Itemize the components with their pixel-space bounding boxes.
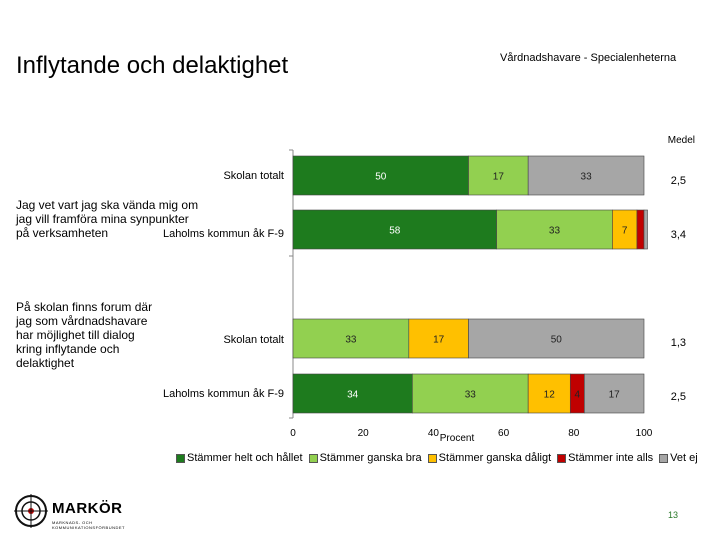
legend-label: Stämmer ganska dåligt — [438, 452, 552, 464]
mean-value: 2,5 — [671, 175, 686, 187]
legend-swatch — [557, 453, 567, 463]
bar-segment — [468, 318, 645, 359]
legend-item: Vet ej — [659, 452, 698, 464]
legend-item: Stämmer ganska bra — [308, 452, 422, 464]
bar-segment — [612, 209, 638, 250]
bar-data-label: 33 — [345, 335, 357, 346]
x-tick-label: 40 — [428, 428, 440, 439]
legend-label: Stämmer ganska bra — [319, 452, 422, 464]
bar-data-label: 4 — [575, 390, 581, 401]
bar-segment — [292, 155, 469, 196]
x-axis-title: Procent — [440, 433, 475, 444]
bar-segment — [292, 373, 413, 414]
bar-segment — [292, 209, 497, 250]
mean-value: 2,5 — [671, 391, 686, 403]
legend-item: Stämmer inte alls — [557, 452, 653, 464]
bar-segment — [636, 209, 645, 250]
bar-segment — [527, 373, 571, 414]
bar-data-label: 17 — [609, 390, 621, 401]
bar-data-label: 33 — [465, 390, 477, 401]
bar-data-label: 17 — [493, 172, 505, 183]
bar-data-label: 34 — [347, 390, 359, 401]
legend-label: Stämmer helt och hållet — [187, 452, 303, 464]
logo-wordmark: MARKÖR — [52, 500, 123, 517]
legend-label: Stämmer inte alls — [568, 452, 654, 464]
legend-swatch — [176, 453, 185, 463]
x-tick-label: 0 — [290, 428, 296, 439]
bar-segment — [496, 209, 613, 250]
legend-item: Stämmer helt och hållet — [176, 452, 303, 464]
bar-data-label: 7 — [622, 226, 628, 237]
bar-data-label: 17 — [433, 335, 445, 346]
target-logo-icon — [14, 494, 48, 528]
row-label: Laholms kommun åk F-9 — [162, 388, 284, 400]
chart-legend: Stämmer helt och hållet Stämmer ganska b… — [176, 452, 698, 464]
legend-label: Vet ej — [670, 452, 698, 464]
legend-swatch — [659, 453, 669, 463]
bar-data-label: 50 — [375, 172, 387, 183]
row-label: Skolan totalt — [223, 170, 284, 182]
row-label: Laholms kommun åk F-9 — [162, 228, 284, 240]
x-tick-label: 60 — [498, 428, 510, 439]
question-1-text: Jag vet vart jag ska vända mig om jag vi… — [16, 198, 199, 240]
bar-segment — [412, 373, 529, 414]
bar-data-label: 33 — [549, 226, 561, 237]
x-tick-label: 100 — [636, 428, 653, 439]
legend-swatch — [427, 453, 437, 463]
row-label: Skolan totalt — [223, 334, 284, 346]
bar-data-label: 58 — [389, 226, 401, 237]
legend-item: Stämmer ganska dåligt — [427, 452, 552, 464]
mean-value: 1,3 — [671, 337, 686, 349]
x-tick-label: 20 — [358, 428, 370, 439]
page-number: 13 — [668, 510, 679, 520]
bar-segment — [527, 155, 645, 196]
question-2-text: På skolan finns forum där jag som vårdna… — [16, 300, 153, 370]
bar-segment — [468, 155, 529, 196]
bar-segment — [584, 373, 645, 414]
page-title: Inflytande och delaktighet — [16, 52, 289, 79]
bar-data-label: 12 — [544, 390, 556, 401]
bar-data-label: 50 — [551, 335, 563, 346]
x-tick-label: 80 — [568, 428, 580, 439]
mean-value: 3,4 — [671, 229, 686, 241]
logo-tagline: MARKNADS- OCH KOMMUNIKATIONSFÖRBUNDET — [52, 520, 125, 530]
legend-swatch — [308, 453, 318, 463]
bar-segment — [292, 318, 410, 359]
bar-segment — [643, 209, 648, 250]
mean-column-header: Medel — [668, 135, 695, 146]
survey-group-subtitle: Vårdnadshavare - Specialenheterna — [500, 52, 677, 64]
markor-logo: MARKÖR MARKNADS- OCH KOMMUNIKATIONSFÖRBU… — [14, 494, 124, 530]
bar-data-label: 33 — [581, 172, 593, 183]
